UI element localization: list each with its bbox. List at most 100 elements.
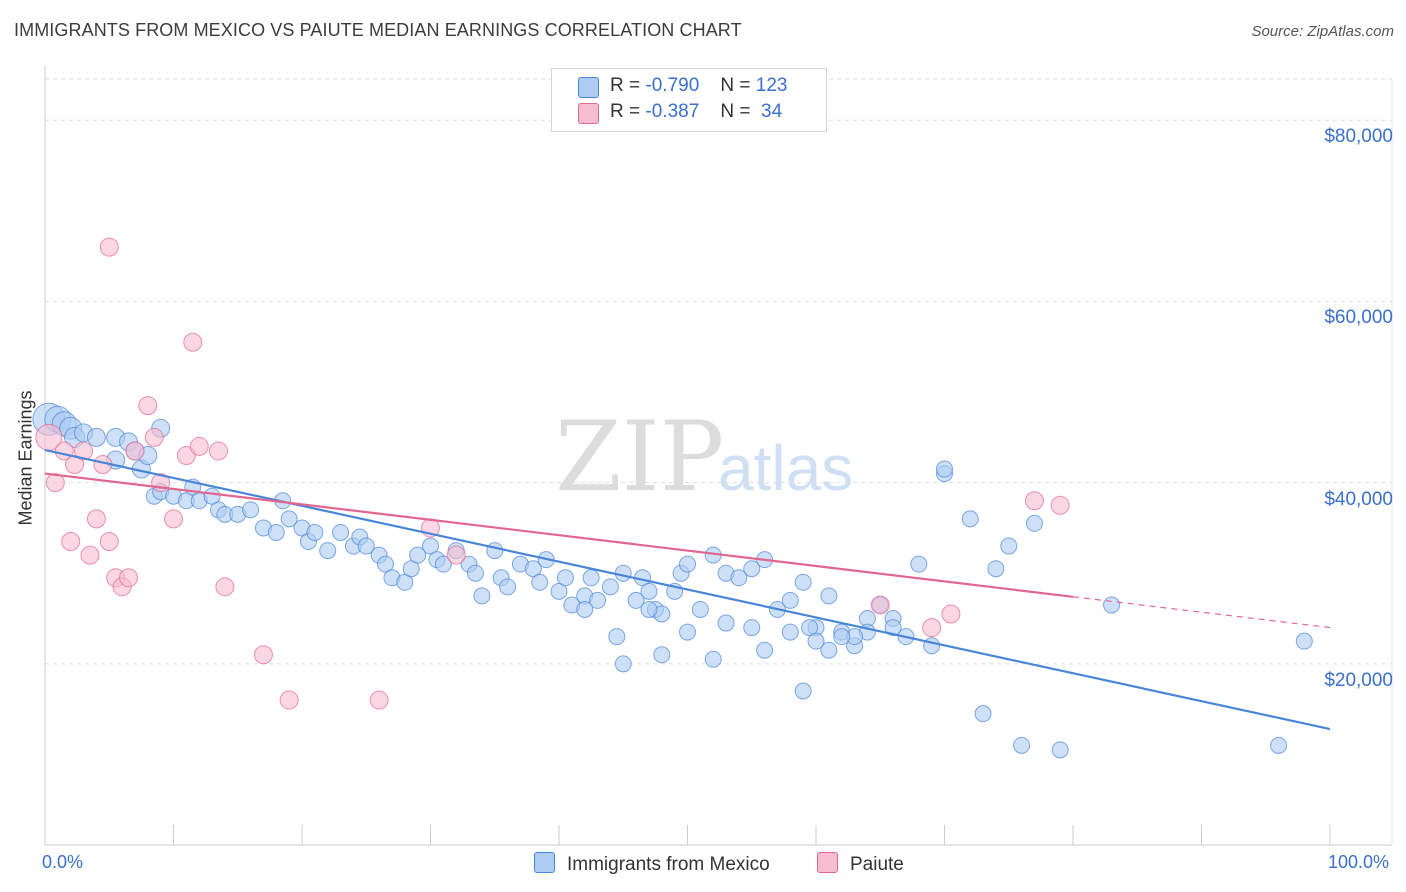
- paiute-point: [941, 604, 961, 624]
- mexico-point: [402, 560, 420, 578]
- mexico-point: [936, 460, 953, 478]
- stats-legend: R = -0.790 N = 123 R = -0.387 N = 34: [551, 68, 827, 132]
- mexico-point: [807, 632, 825, 650]
- paiute-point: [1024, 491, 1044, 511]
- bottom-legend-mexico: Immigrants from Mexico: [534, 852, 770, 876]
- paiute-point: [279, 690, 299, 710]
- legend-r-label: R =: [610, 75, 641, 96]
- paiute-point: [176, 445, 196, 465]
- mexico-point: [86, 427, 106, 447]
- mexico-point: [781, 591, 799, 609]
- mexico-point: [820, 587, 838, 605]
- mexico-point: [1000, 537, 1018, 555]
- source-label: Source: ZipAtlas.com: [1251, 23, 1394, 40]
- mexico-point: [582, 569, 600, 587]
- bottom-legend-label-mexico: Immigrants from Mexico: [567, 854, 770, 875]
- mexico-point: [691, 600, 709, 618]
- mexico-point: [717, 614, 735, 632]
- mexico-point: [486, 542, 504, 560]
- mexico-point: [1025, 514, 1043, 532]
- legend-r-label: R =: [610, 101, 641, 122]
- mexico-trend-line: [44, 448, 1331, 731]
- mexico-point: [923, 637, 941, 655]
- mexico-point: [910, 555, 928, 573]
- bottom-legend-label-paiute: Paiute: [850, 854, 904, 875]
- mexico-point: [704, 650, 722, 668]
- mexico-point: [627, 591, 645, 609]
- mexico-point: [743, 619, 761, 637]
- chart-title: IMMIGRANTS FROM MEXICO VS PAIUTE MEDIAN …: [14, 20, 742, 40]
- mexico-point: [640, 600, 658, 618]
- legend-r-value-paiute: -0.387: [645, 101, 700, 122]
- paiute-trend-line: [44, 472, 1074, 598]
- mexico-point: [550, 582, 568, 600]
- mexico-point: [653, 646, 671, 664]
- mexico-point: [531, 573, 549, 591]
- paiute-point: [189, 436, 209, 456]
- mexico-point: [396, 573, 414, 591]
- paiute-point: [119, 568, 139, 588]
- mexico-point: [794, 682, 812, 700]
- mexico-point: [614, 655, 632, 673]
- mexico-point: [409, 546, 427, 564]
- mexico-point: [608, 628, 626, 646]
- mexico-point: [306, 523, 324, 541]
- mexico-point: [601, 578, 619, 596]
- paiute-point: [183, 332, 203, 352]
- watermark-atlas: atlas: [718, 432, 853, 504]
- mexico-point: [576, 600, 594, 618]
- paiute-point: [61, 532, 81, 552]
- bottom-legend-paiute: Paiute: [817, 852, 904, 876]
- paiute-point: [125, 441, 145, 461]
- paiute-point: [80, 545, 100, 565]
- bottom-legend-swatch-mexico: [534, 852, 555, 873]
- legend-swatch-mexico: [578, 77, 599, 98]
- mexico-point: [961, 510, 979, 528]
- mexico-point: [589, 591, 607, 609]
- paiute-point: [99, 532, 119, 552]
- mexico-point: [556, 569, 574, 587]
- legend-n-label: N =: [720, 101, 751, 122]
- mexico-point: [730, 569, 748, 587]
- mexico-point: [614, 564, 632, 582]
- mexico-point: [756, 641, 774, 659]
- mexico-point: [833, 628, 851, 646]
- mexico-point: [987, 560, 1005, 578]
- legend-n-value-paiute: 34: [755, 101, 783, 122]
- legend-n-value-mexico: 123: [755, 75, 788, 96]
- y-tick-label: $80,000: [1324, 126, 1393, 148]
- mexico-point: [679, 623, 696, 641]
- mexico-point: [524, 560, 542, 578]
- mexico-point: [1103, 596, 1121, 614]
- mexico-point: [434, 555, 452, 573]
- mexico-point: [1013, 736, 1031, 754]
- paiute-point: [164, 509, 183, 529]
- mexico-point: [466, 564, 484, 582]
- paiute-point: [253, 645, 273, 665]
- y-tick-label: $60,000: [1324, 307, 1393, 329]
- paiute-point: [45, 473, 65, 493]
- mexico-point: [1295, 632, 1313, 650]
- mexico-point: [473, 587, 491, 605]
- paiute-point: [86, 509, 106, 529]
- paiute-point: [208, 441, 228, 461]
- legend-r-value-mexico: -0.790: [645, 75, 700, 96]
- y-axis-label: Median Earnings: [15, 390, 36, 526]
- paiute-point: [446, 545, 466, 565]
- legend-swatch-paiute: [578, 103, 599, 124]
- mexico-point: [377, 555, 395, 573]
- mexico-point: [781, 623, 799, 641]
- paiute-point: [144, 427, 164, 447]
- paiute-point: [369, 690, 389, 710]
- mexico-point: [422, 537, 439, 555]
- x-tick-label-left: 0.0%: [42, 852, 84, 872]
- mexico-point: [357, 537, 375, 555]
- mexico-point: [267, 523, 285, 541]
- watermark-zip: ZIP: [555, 401, 724, 513]
- paiute-point: [74, 441, 94, 461]
- mexico-point: [499, 578, 517, 596]
- mexico-point: [801, 619, 819, 637]
- paiute-point: [870, 595, 890, 615]
- mexico-point: [679, 555, 696, 573]
- paiute-point: [99, 237, 119, 257]
